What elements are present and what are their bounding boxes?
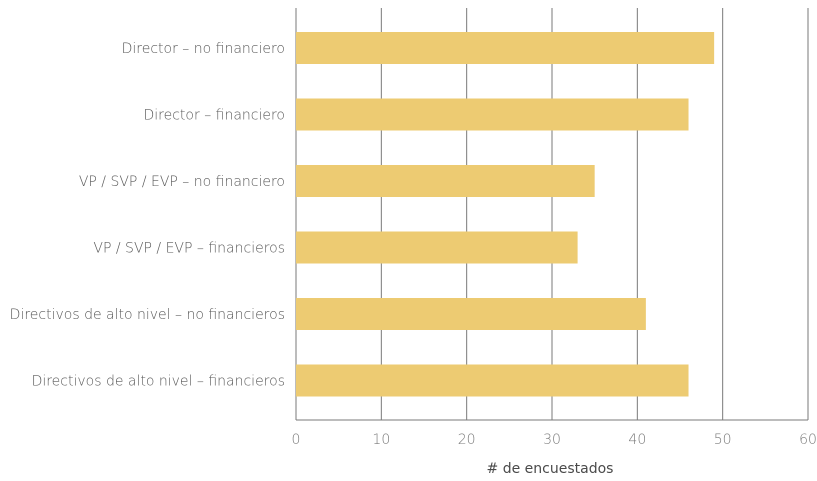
x-tick-label: 10 — [372, 432, 390, 448]
bar — [296, 165, 595, 197]
bar — [296, 364, 689, 397]
x-tick-label: 50 — [714, 432, 732, 448]
bar — [296, 298, 646, 330]
category-labels: Director – no financiero Director – finan… — [10, 41, 285, 390]
bar — [296, 231, 578, 264]
category-label: VP / SVP / EVP – no financiero — [79, 174, 285, 190]
x-tick-label: 60 — [799, 432, 817, 448]
bar — [296, 32, 715, 64]
grid-lines — [295, 8, 809, 421]
category-label: Directivos de alto nivel – no financiero… — [10, 307, 285, 323]
bar — [296, 98, 689, 131]
x-tick-label: 30 — [543, 432, 561, 448]
x-tick-label: 0 — [292, 432, 301, 448]
category-label: Director – financiero — [144, 108, 286, 124]
bars — [296, 32, 715, 397]
category-label: Directivos de alto nivel – financieros — [32, 374, 285, 390]
category-label: VP / SVP / EVP – financieros — [93, 241, 285, 257]
x-tick-label: 20 — [458, 432, 476, 448]
x-tick-labels: 0 10 20 30 40 50 60 — [292, 432, 817, 448]
x-axis-title: # de encuestados — [487, 461, 614, 477]
category-label: Director – no financiero — [122, 41, 285, 57]
x-tick-label: 40 — [628, 432, 646, 448]
